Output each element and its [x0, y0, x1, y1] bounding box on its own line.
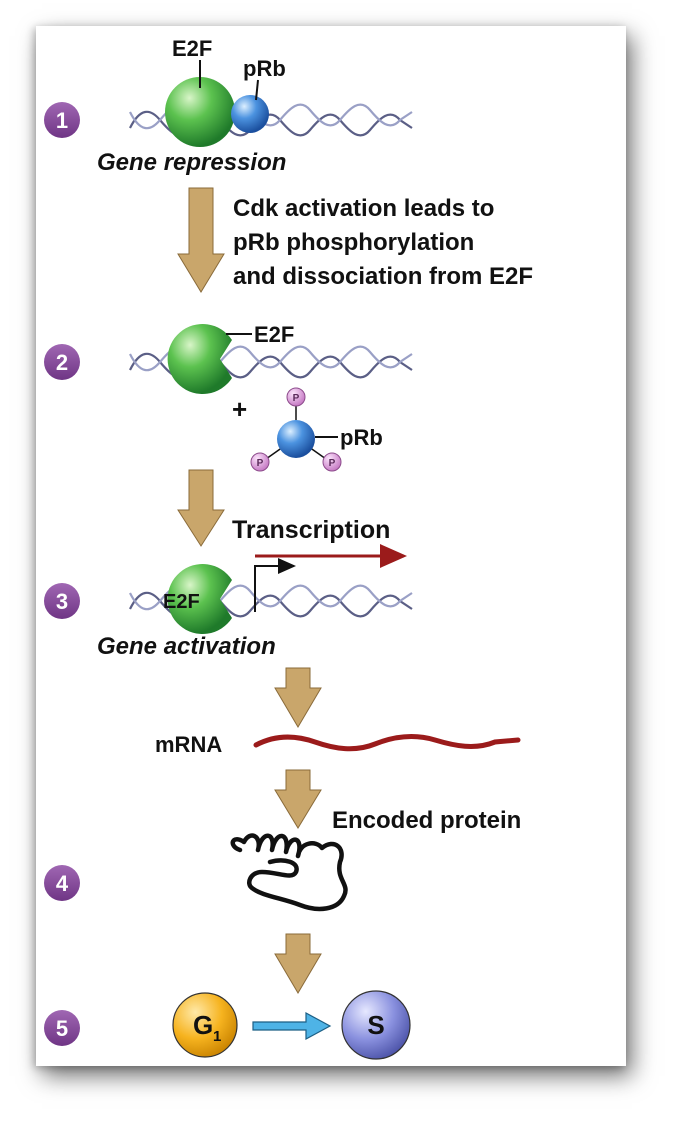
- svg-text:3: 3: [56, 589, 68, 614]
- cdk-text-line1: Cdk activation leads to: [233, 195, 494, 222]
- prb-protein-step2: [277, 420, 315, 458]
- process-arrow-1: [177, 187, 225, 293]
- g1-label: G: [193, 1010, 213, 1040]
- phosphate-right: [322, 452, 342, 472]
- prb-protein-step1: [231, 95, 269, 133]
- e2f-label-step3: E2F: [163, 591, 200, 613]
- transcription-label: Transcription: [232, 516, 390, 544]
- process-arrow-2: [177, 469, 225, 547]
- g1-to-s-arrow: [252, 1011, 332, 1041]
- g1-subscript: 1: [213, 1028, 221, 1045]
- gene-activation-label: Gene activation: [97, 633, 276, 660]
- step-badge-3: 3: [44, 583, 80, 619]
- svg-text:5: 5: [56, 1016, 68, 1041]
- phosphate-left: [250, 452, 270, 472]
- step-badge-5: 5: [44, 1010, 80, 1046]
- phosphorylated-prb: P P P: [250, 387, 342, 472]
- cdk-text-line2: pRb phosphorylation: [233, 229, 474, 256]
- process-arrow-4: [274, 769, 322, 829]
- phosphate-top: [286, 387, 306, 407]
- e2f-label-step1: E2F: [172, 36, 212, 61]
- e2f-protein-step1: [165, 77, 235, 147]
- process-arrow-3: [274, 667, 322, 728]
- g1-phase-circle: [172, 992, 238, 1058]
- s-label: S: [367, 1010, 384, 1040]
- plus-sign: +: [232, 394, 247, 424]
- promoter-start-arrow: [254, 558, 296, 612]
- prb-label-step2: pRb: [340, 425, 383, 450]
- phosphate-left-label: P: [257, 458, 264, 469]
- mrna-label: mRNA: [155, 732, 222, 757]
- e2f-protein-step2: [167, 324, 232, 394]
- svg-text:1: 1: [56, 108, 68, 133]
- encoded-protein-shape: [230, 833, 348, 912]
- s-phase-circle: [341, 990, 411, 1060]
- step-badge-1: 1: [44, 102, 80, 138]
- encoded-protein-label: Encoded protein: [332, 807, 521, 834]
- gene-repression-label: Gene repression: [97, 149, 286, 176]
- prb-pointer-step1: [255, 79, 259, 101]
- cdk-text-line3: and dissociation from E2F: [233, 263, 533, 290]
- step-badge-4: 4: [44, 865, 80, 901]
- phosphate-top-label: P: [293, 393, 300, 404]
- figure-panel: [36, 26, 626, 1066]
- prb-label-step1: pRb: [243, 56, 286, 81]
- e2f-protein-step3: [167, 563, 232, 634]
- e2f-label-step2: E2F: [254, 322, 294, 347]
- svg-text:2: 2: [56, 350, 68, 375]
- process-arrow-5: [274, 933, 322, 994]
- phosphate-right-label: P: [329, 458, 336, 469]
- svg-text:4: 4: [56, 871, 69, 896]
- mrna-strand: [253, 734, 521, 752]
- step-badge-2: 2: [44, 344, 80, 380]
